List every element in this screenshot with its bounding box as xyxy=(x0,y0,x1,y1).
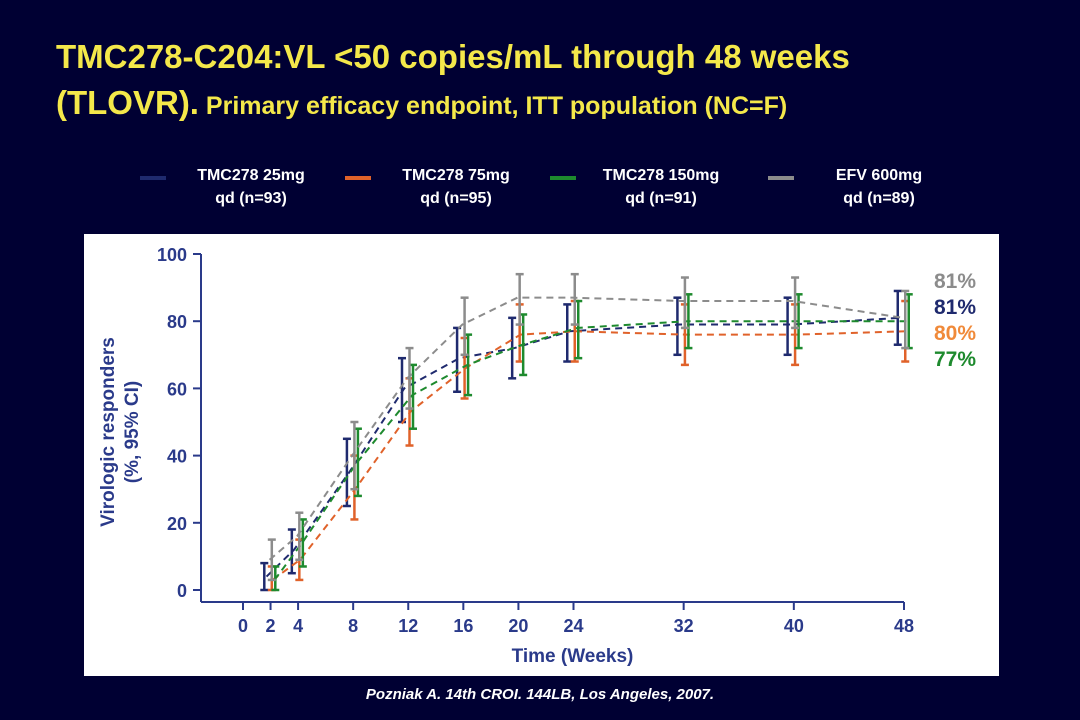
legend-label-25mg-line2: qd (n=93) xyxy=(215,190,287,207)
y-axis-title: Virologic responders (%, 95% CI) xyxy=(98,337,143,527)
y-axis-title-line2: (%, 95% CI) xyxy=(122,381,143,483)
legend-swatch-75mg xyxy=(345,176,371,180)
x-tick-label: 16 xyxy=(453,616,473,636)
title-line-1: TMC278-C204:VL <50 copies/mL through 48 … xyxy=(56,38,850,75)
x-tick-label: 4 xyxy=(293,616,303,636)
series-line xyxy=(273,320,908,581)
title-line-2b: Primary efficacy endpoint, ITT populatio… xyxy=(198,92,788,120)
legend-swatch-efv xyxy=(768,176,794,180)
y-tick-label: 0 xyxy=(177,581,187,601)
x-tick-label: 24 xyxy=(563,616,583,636)
x-tick-label: 40 xyxy=(784,616,804,636)
y-tick-label: 40 xyxy=(167,447,187,467)
x-tick-label: 2 xyxy=(266,616,276,636)
x-tick-label: 8 xyxy=(348,616,358,636)
series-line xyxy=(268,296,904,561)
legend-label-25mg-line1: TMC278 25mg xyxy=(197,167,305,184)
title-line-2a: (TLOVR). xyxy=(56,84,199,121)
legend-swatch-150mg xyxy=(550,176,576,180)
end-label-series-0: 81% xyxy=(934,296,976,319)
chart-panel: 0 20 40 60 80 100 0 2 4 8 12 16 20 24 32 40 48 81% 81% 80… xyxy=(84,234,999,676)
series-1 xyxy=(267,299,910,592)
x-axis-title: Time (Weeks) xyxy=(512,646,634,667)
legend-label-150mg-line2: qd (n=91) xyxy=(625,190,697,207)
chart-legend: TMC278 25mg qd (n=93) TMC278 75mg qd (n=95… xyxy=(140,164,940,214)
end-labels: 81% 81% 80% 77% xyxy=(934,270,976,371)
legend-label-efv-line2: qd (n=89) xyxy=(843,190,915,207)
series-0 xyxy=(260,289,902,592)
legend-label-150mg-line1: TMC278 150mg xyxy=(602,167,720,184)
x-tick-label: 0 xyxy=(238,616,248,636)
legend-label-75mg-line1: TMC278 75mg xyxy=(402,167,510,184)
y-tick-label: 20 xyxy=(167,514,187,534)
end-label-series-3: 81% xyxy=(934,270,976,293)
y-tick-label: 60 xyxy=(167,379,187,399)
citation: Pozniak A. 14th CROI. 144LB, Los Angeles… xyxy=(365,686,715,703)
legend-label-75mg-line2: qd (n=95) xyxy=(420,190,492,207)
x-ticks: 0 2 4 8 12 16 20 24 32 40 48 xyxy=(238,602,914,636)
series-line xyxy=(265,316,901,578)
x-tick-label: 12 xyxy=(398,616,418,636)
slide-title: TMC278-C204:VL <50 copies/mL through 48 … xyxy=(56,34,1046,133)
y-ticks: 0 20 40 60 80 100 xyxy=(157,245,201,601)
series-3 xyxy=(267,272,910,582)
end-label-series-1: 80% xyxy=(934,322,976,345)
x-tick-label: 32 xyxy=(674,616,694,636)
y-axis-title-line1: Virologic responders xyxy=(98,337,119,527)
legend-label-efv-line1: EFV 600mg xyxy=(835,167,923,184)
x-tick-label: 48 xyxy=(894,616,914,636)
y-tick-label: 100 xyxy=(157,245,187,265)
legend-swatch-25mg xyxy=(140,176,166,180)
y-tick-label: 80 xyxy=(167,312,187,332)
series-layer xyxy=(260,272,913,592)
series-line xyxy=(271,330,907,581)
end-label-series-2: 77% xyxy=(934,348,976,371)
x-tick-label: 20 xyxy=(508,616,528,636)
series-2 xyxy=(271,293,913,592)
